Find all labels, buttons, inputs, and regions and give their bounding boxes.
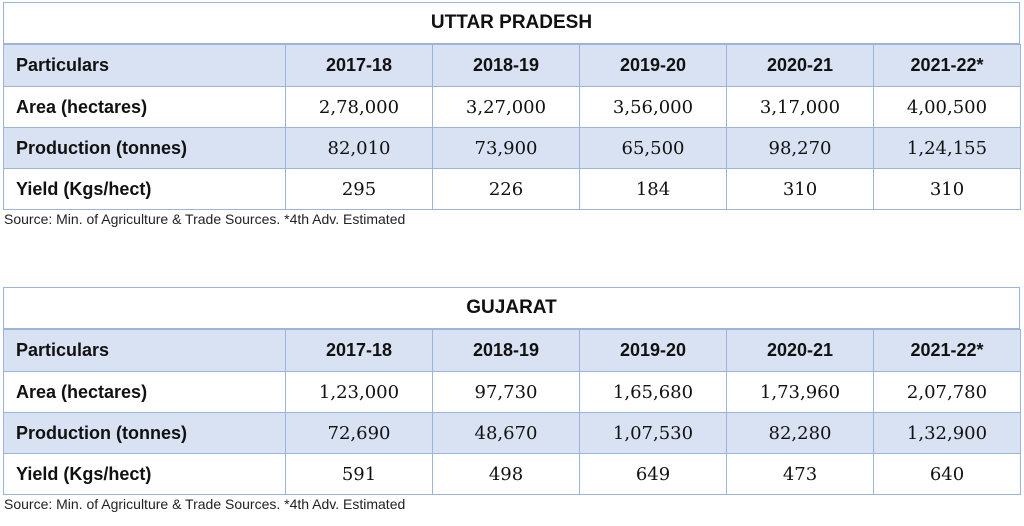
table-cell: 1,65,680 xyxy=(579,371,727,413)
table-cell: 498 xyxy=(432,453,580,495)
table-title: GUJARAT xyxy=(3,287,1020,329)
table-row: Yield (Kgs/hect) 591 498 649 473 640 xyxy=(3,453,1021,495)
source-note: Source: Min. of Agriculture & Trade Sour… xyxy=(4,211,406,227)
header-cell: 2019-20 xyxy=(579,329,727,372)
table-cell: 184 xyxy=(579,168,727,210)
table-title: UTTAR PRADESH xyxy=(3,2,1020,44)
table-cell: 65,500 xyxy=(579,127,727,169)
table-cell: 98,270 xyxy=(726,127,874,169)
uttar-pradesh-table: Particulars 2017-18 2018-19 2019-20 2020… xyxy=(3,44,1021,210)
table-cell: 295 xyxy=(285,168,433,210)
table-row: Area (hectares) 2,78,000 3,27,000 3,56,0… xyxy=(3,86,1021,128)
table-cell: 3,17,000 xyxy=(726,86,874,128)
header-cell: 2017-18 xyxy=(285,329,433,372)
table-cell: 97,730 xyxy=(432,371,580,413)
source-note: Source: Min. of Agriculture & Trade Sour… xyxy=(4,496,406,512)
table-cell: 2,07,780 xyxy=(873,371,1021,413)
table-cell: 1,32,900 xyxy=(873,412,1021,454)
header-cell: 2021-22* xyxy=(873,329,1021,372)
table-cell: 3,56,000 xyxy=(579,86,727,128)
table-cell: 640 xyxy=(873,453,1021,495)
table-cell: 3,27,000 xyxy=(432,86,580,128)
table-cell: 4,00,500 xyxy=(873,86,1021,128)
table-cell: 1,07,530 xyxy=(579,412,727,454)
table-cell: 1,73,960 xyxy=(726,371,874,413)
table-cell: 310 xyxy=(873,168,1021,210)
header-cell: 2019-20 xyxy=(579,44,727,87)
table-row: Production (tonnes) 82,010 73,900 65,500… xyxy=(3,127,1021,169)
header-cell: 2021-22* xyxy=(873,44,1021,87)
table-cell: 82,010 xyxy=(285,127,433,169)
header-row: Particulars 2017-18 2018-19 2019-20 2020… xyxy=(3,44,1021,87)
table-cell: 1,24,155 xyxy=(873,127,1021,169)
row-label: Production (tonnes) xyxy=(3,412,286,454)
header-cell: 2018-19 xyxy=(432,329,580,372)
table-row: Area (hectares) 1,23,000 97,730 1,65,680… xyxy=(3,371,1021,413)
gujarat-table: Particulars 2017-18 2018-19 2019-20 2020… xyxy=(3,329,1021,495)
uttar-pradesh-block: UTTAR PRADESH Particulars 2017-18 2018-1… xyxy=(3,2,1021,227)
table-cell: 649 xyxy=(579,453,727,495)
header-cell: Particulars xyxy=(3,329,286,372)
table-cell: 73,900 xyxy=(432,127,580,169)
table-cell: 310 xyxy=(726,168,874,210)
table-cell: 226 xyxy=(432,168,580,210)
table-cell: 591 xyxy=(285,453,433,495)
gujarat-block: GUJARAT Particulars 2017-18 2018-19 2019… xyxy=(3,287,1021,512)
row-label: Production (tonnes) xyxy=(3,127,286,169)
header-cell: 2018-19 xyxy=(432,44,580,87)
table-cell: 2,78,000 xyxy=(285,86,433,128)
table-cell: 48,670 xyxy=(432,412,580,454)
table-cell: 473 xyxy=(726,453,874,495)
row-label: Yield (Kgs/hect) xyxy=(3,453,286,495)
header-cell: 2017-18 xyxy=(285,44,433,87)
row-label: Yield (Kgs/hect) xyxy=(3,168,286,210)
table-row: Yield (Kgs/hect) 295 226 184 310 310 xyxy=(3,168,1021,210)
row-label: Area (hectares) xyxy=(3,86,286,128)
table-row: Production (tonnes) 72,690 48,670 1,07,5… xyxy=(3,412,1021,454)
row-label: Area (hectares) xyxy=(3,371,286,413)
header-row: Particulars 2017-18 2018-19 2019-20 2020… xyxy=(3,329,1021,372)
table-cell: 72,690 xyxy=(285,412,433,454)
table-cell: 82,280 xyxy=(726,412,874,454)
header-cell: Particulars xyxy=(3,44,286,87)
header-cell: 2020-21 xyxy=(726,329,874,372)
table-cell: 1,23,000 xyxy=(285,371,433,413)
header-cell: 2020-21 xyxy=(726,44,874,87)
